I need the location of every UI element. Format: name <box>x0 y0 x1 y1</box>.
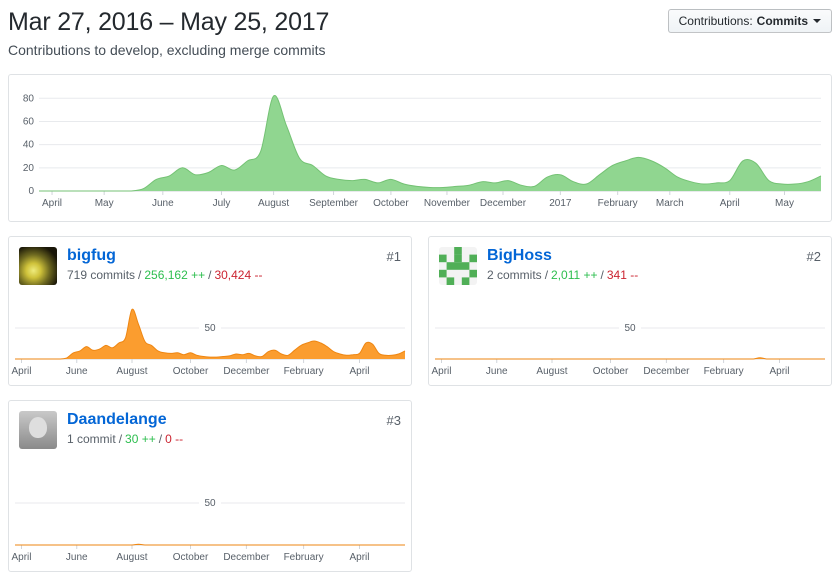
contributions-type-dropdown[interactable]: Contributions: Commits <box>667 9 832 33</box>
contributions-graph-panel: 0 20 40 60 80 April May June July August September… <box>8 74 832 222</box>
avatar[interactable] <box>439 247 477 285</box>
svg-text:October: October <box>593 366 629 377</box>
svg-text:May: May <box>775 198 794 209</box>
commits-count: 719 commits <box>67 268 136 283</box>
svg-text:40: 40 <box>23 140 35 151</box>
svg-text:August: August <box>536 366 567 377</box>
contributor-cards: bigfug 719 commits/256,162 ++/30,424 -- … <box>8 236 832 572</box>
separator: / <box>158 432 163 447</box>
svg-text:February: February <box>284 552 324 563</box>
avatar[interactable] <box>19 247 57 285</box>
svg-text:February: February <box>598 198 638 209</box>
svg-text:50: 50 <box>204 498 216 509</box>
svg-text:June: June <box>486 366 508 377</box>
page-title: Mar 27, 2016 – May 25, 2017 <box>8 8 330 36</box>
contributor-info: bigfug 719 commits/256,162 ++/30,424 -- <box>67 247 262 282</box>
svg-text:May: May <box>95 198 114 209</box>
svg-text:August: August <box>116 552 147 563</box>
contributor-info: BigHoss 2 commits/2,011 ++/341 -- <box>487 247 638 282</box>
contributor-card-bighoss: BigHoss 2 commits/2,011 ++/341 -- #2 50 A… <box>428 236 832 386</box>
contributor-name-link[interactable]: Daandelange <box>67 411 167 428</box>
rank-badge: #3 <box>386 413 401 428</box>
separator: / <box>208 268 212 283</box>
deletions-count: 30,424 -- <box>214 268 263 283</box>
caret-down-icon <box>813 19 821 23</box>
svg-text:December: December <box>480 198 527 209</box>
contributor-card-daandelange: Daandelange 1 commit/30 ++/0 -- #3 50 Apr… <box>8 400 412 572</box>
card-header: BigHoss 2 commits/2,011 ++/341 -- #2 <box>429 237 831 289</box>
avatar[interactable] <box>19 411 57 449</box>
identicon-icon <box>439 247 477 285</box>
svg-text:20: 20 <box>23 163 35 174</box>
contributor-area-chart: 50 April June August October December February… <box>431 321 825 377</box>
svg-text:September: September <box>309 198 359 209</box>
svg-text:April: April <box>769 366 789 377</box>
page-header: Mar 27, 2016 – May 25, 2017 Contribution… <box>8 8 832 58</box>
page-subtitle: Contributions to develop, excluding merg… <box>8 42 326 58</box>
contributor-card-bigfug: bigfug 719 commits/256,162 ++/30,424 -- … <box>8 236 412 386</box>
svg-text:April: April <box>11 552 31 563</box>
dropdown-label: Contributions: <box>678 14 753 28</box>
card-header: bigfug 719 commits/256,162 ++/30,424 -- … <box>9 237 411 289</box>
svg-text:August: August <box>258 198 289 209</box>
svg-text:June: June <box>152 198 174 209</box>
svg-text:0: 0 <box>28 186 34 197</box>
additions-count: 2,011 ++ <box>551 268 598 283</box>
svg-text:April: April <box>720 198 740 209</box>
additions-count: 256,162 ++ <box>144 268 206 283</box>
svg-text:February: February <box>284 366 324 377</box>
svg-text:July: July <box>213 198 231 209</box>
card-header: Daandelange 1 commit/30 ++/0 -- #3 <box>9 401 411 453</box>
svg-text:February: February <box>704 366 744 377</box>
contributor-name-link[interactable]: BigHoss <box>487 247 552 264</box>
contributor-stats: 2 commits/2,011 ++/341 -- <box>487 268 638 282</box>
deletions-count: 0 -- <box>165 432 184 447</box>
svg-text:April: April <box>42 198 62 209</box>
commits-count: 2 commits <box>487 268 542 283</box>
svg-text:August: August <box>116 366 147 377</box>
commits-count: 1 commit <box>67 432 116 447</box>
contributor-info: Daandelange 1 commit/30 ++/0 -- <box>67 411 183 446</box>
svg-text:April: April <box>431 366 451 377</box>
svg-text:October: October <box>173 366 209 377</box>
svg-text:April: April <box>11 366 31 377</box>
dropdown-value: Commits <box>756 14 808 28</box>
contributor-name-link[interactable]: bigfug <box>67 247 116 264</box>
contributor-stats: 1 commit/30 ++/0 -- <box>67 432 183 446</box>
svg-text:April: April <box>349 552 369 563</box>
svg-text:50: 50 <box>624 323 636 334</box>
header-text: Mar 27, 2016 – May 25, 2017 Contribution… <box>8 8 329 58</box>
svg-text:50: 50 <box>204 323 216 334</box>
svg-text:June: June <box>66 552 88 563</box>
contributions-area-chart[interactable]: 0 20 40 60 80 April May June July August September… <box>9 75 831 221</box>
svg-text:December: December <box>223 366 270 377</box>
svg-text:November: November <box>424 198 471 209</box>
svg-text:March: March <box>656 198 684 209</box>
svg-text:October: October <box>373 198 409 209</box>
svg-text:December: December <box>643 366 690 377</box>
contributor-area-chart: 50 April June August October December February… <box>11 308 406 377</box>
svg-text:80: 80 <box>23 93 35 104</box>
svg-text:December: December <box>223 552 270 563</box>
svg-text:April: April <box>349 366 369 377</box>
separator: / <box>544 268 549 283</box>
contributor-stats: 719 commits/256,162 ++/30,424 -- <box>67 268 262 282</box>
svg-text:October: October <box>173 552 209 563</box>
svg-text:60: 60 <box>23 116 35 127</box>
svg-text:2017: 2017 <box>549 198 572 209</box>
separator: / <box>600 268 604 283</box>
separator: / <box>118 432 123 447</box>
contributor-area-chart: 50 April June August October December February… <box>11 496 405 563</box>
additions-count: 30 ++ <box>125 432 156 447</box>
rank-badge: #2 <box>806 249 821 264</box>
separator: / <box>138 268 142 283</box>
rank-badge: #1 <box>386 249 401 264</box>
deletions-count: 341 -- <box>606 268 639 283</box>
contributors-page: Mar 27, 2016 – May 25, 2017 Contribution… <box>8 8 832 572</box>
svg-text:June: June <box>66 366 88 377</box>
